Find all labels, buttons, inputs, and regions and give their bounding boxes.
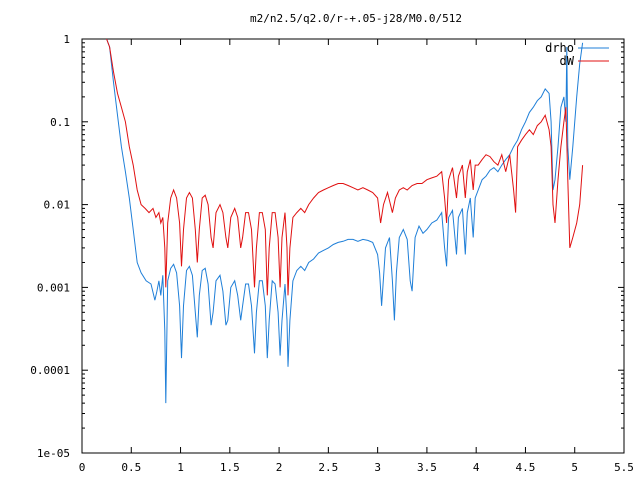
x-tick-label: 2 [276, 461, 283, 474]
y-tick-label: 0.001 [37, 281, 70, 294]
y-tick-label: 0.01 [44, 199, 71, 212]
legend-label: dW [560, 54, 575, 68]
y-tick-label: 1e-05 [37, 447, 70, 460]
legend-label: drho [545, 41, 574, 55]
x-tick-label: 5.5 [614, 461, 634, 474]
x-tick-label: 2.5 [318, 461, 338, 474]
x-tick-label: 1.5 [220, 461, 240, 474]
y-axis-ticks: 1 0.1 0.01 0.001 0.0001 1e-05 [30, 33, 624, 460]
x-tick-label: 0.5 [121, 461, 141, 474]
series-line-drho [106, 38, 584, 404]
y-tick-label: 0.0001 [30, 364, 70, 377]
x-axis-ticks: 0 0.5 1 1.5 2 2.5 3 3.5 4 4.5 5 5.5 [79, 39, 634, 474]
y-tick-label: 1 [63, 33, 70, 46]
x-tick-label: 5 [571, 461, 578, 474]
plot-frame [81, 38, 625, 454]
x-tick-label: 3 [374, 461, 381, 474]
x-tick-label: 3.5 [417, 461, 437, 474]
series-lines [106, 38, 584, 404]
x-tick-label: 1 [177, 461, 184, 474]
y-tick-label: 0.1 [50, 116, 70, 129]
x-tick-label: 0 [79, 461, 86, 474]
series-line-dW [106, 38, 584, 296]
x-tick-label: 4 [473, 461, 480, 474]
x-tick-label: 4.5 [516, 461, 536, 474]
chart-title: m2/n2.5/q2.0/r-+.05-j28/M0.0/512 [250, 12, 462, 25]
